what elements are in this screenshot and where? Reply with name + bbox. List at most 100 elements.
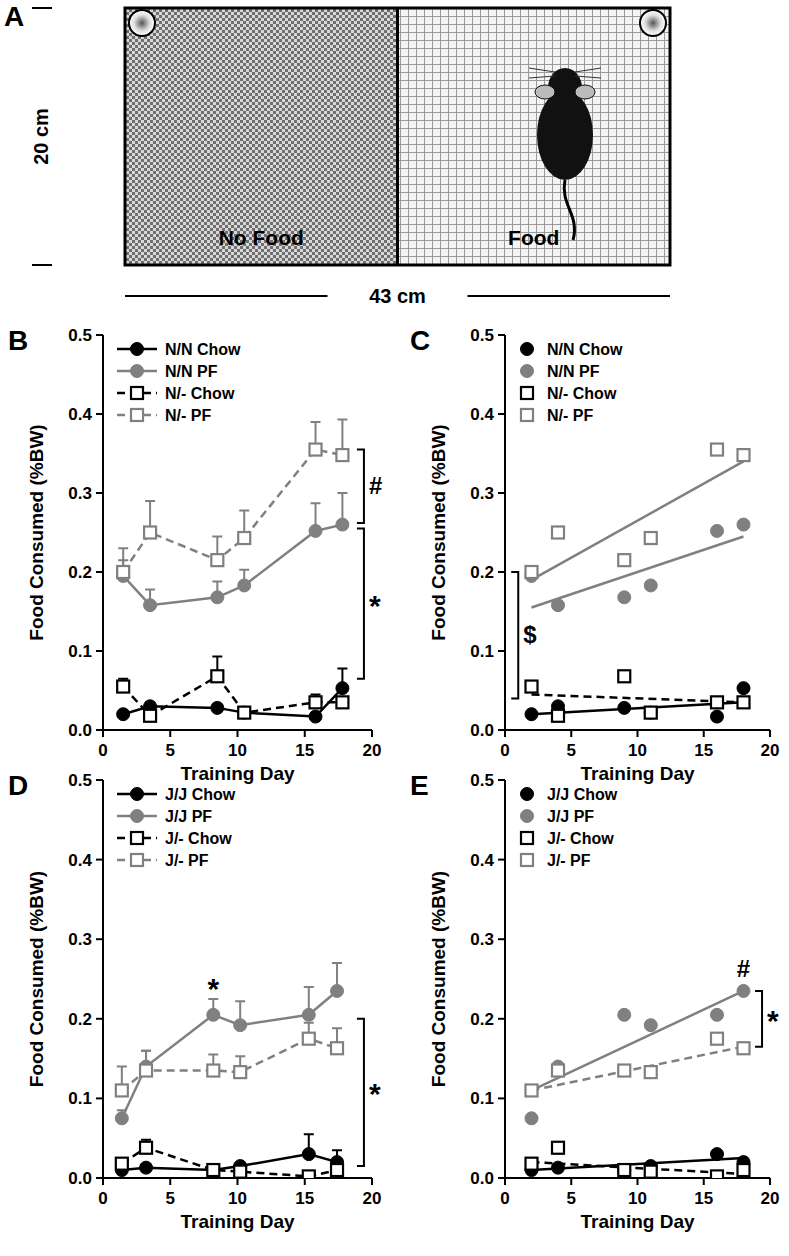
data-point (738, 1042, 750, 1054)
legend-label: N/- PF (165, 407, 211, 424)
data-point (618, 701, 631, 714)
data-point (144, 710, 156, 722)
y-tick-label: 0.5 (470, 771, 494, 790)
legend-marker (521, 810, 534, 823)
annotation-bracket (755, 991, 762, 1047)
data-point (711, 696, 723, 708)
y-tick (498, 1177, 505, 1179)
series-line (123, 450, 342, 572)
legend-marker (521, 343, 534, 356)
y-tick-label: 0.1 (470, 642, 494, 661)
dimension-tick (32, 7, 52, 9)
data-point (336, 682, 349, 695)
legend-marker (521, 387, 533, 399)
y-tick (96, 1018, 103, 1020)
panel-label: A (4, 1, 24, 32)
y-axis-title: Food Consumed (%BW) (26, 424, 47, 640)
data-point (618, 1164, 631, 1177)
x-tick (504, 730, 506, 737)
x-tick (769, 730, 771, 737)
trend-line (532, 991, 744, 1090)
y-tick-label: 0.3 (470, 930, 494, 949)
legend-marker (131, 788, 144, 801)
data-point (207, 1164, 219, 1176)
chart-panel: E0.00.10.20.30.40.505101520Training DayF… (410, 770, 779, 1232)
legend-marker (521, 788, 534, 801)
data-point (552, 527, 564, 539)
data-point (738, 449, 750, 461)
data-point (737, 682, 750, 695)
mouse-whiskers (529, 68, 601, 78)
annotation: * (207, 972, 219, 1005)
panel-label: D (8, 770, 28, 801)
legend-label: N/N Chow (547, 341, 623, 358)
x-tick (769, 1178, 771, 1185)
legend-label: N/N PF (547, 363, 600, 380)
x-tick (703, 730, 705, 737)
legend-label: J/- PF (165, 852, 209, 869)
data-point (117, 708, 130, 721)
data-point (309, 524, 322, 537)
x-tick-label: 20 (761, 741, 780, 760)
data-point (116, 1084, 128, 1096)
data-point (234, 1166, 246, 1178)
legend-label: N/N PF (165, 363, 218, 380)
legend-label: J/J PF (165, 808, 212, 825)
x-tick (169, 1178, 171, 1185)
data-point (331, 984, 344, 997)
x-tick (570, 1178, 572, 1185)
legend-marker (131, 810, 144, 823)
legend-label: N/N Chow (165, 341, 241, 358)
divider (396, 8, 399, 265)
zone-label: No Food (219, 226, 304, 249)
data-point (238, 707, 250, 719)
water-bottle (129, 10, 155, 36)
data-point (116, 1158, 128, 1170)
data-point (711, 710, 724, 723)
x-tick-label: 15 (694, 1189, 713, 1208)
y-tick-label: 0.2 (68, 563, 92, 582)
y-tick (498, 779, 505, 781)
x-axis-title: Training Day (580, 1211, 694, 1232)
data-point (310, 696, 322, 708)
data-point (303, 1033, 315, 1045)
y-tick (498, 492, 505, 494)
data-point (618, 1008, 631, 1021)
x-tick (637, 730, 639, 737)
y-tick-label: 0.1 (470, 1089, 494, 1108)
y-tick (498, 859, 505, 861)
data-point (737, 984, 750, 997)
data-point (309, 710, 322, 723)
x-tick (304, 730, 306, 737)
panel-label: B (8, 325, 28, 356)
data-point (618, 1164, 630, 1176)
x-tick (169, 730, 171, 737)
y-tick (96, 1097, 103, 1099)
data-point (336, 449, 348, 461)
x-tick (637, 1178, 639, 1185)
data-point (644, 706, 657, 719)
mouse-icon (529, 68, 601, 240)
legend-marker (131, 854, 143, 866)
zone-label: Food (508, 226, 559, 249)
legend-label: J/J Chow (547, 786, 618, 803)
x-tick (237, 730, 239, 737)
data-point (618, 554, 630, 566)
mouse-ear (535, 85, 555, 99)
x-axis-title: Training Day (180, 1211, 294, 1232)
x-tick (703, 1178, 705, 1185)
y-tick-label: 0.0 (68, 1169, 92, 1188)
x-axis-title: Training Day (580, 763, 694, 784)
data-point (144, 527, 156, 539)
x-tick (504, 1178, 506, 1185)
y-tick (498, 938, 505, 940)
y-tick (96, 334, 103, 336)
x-tick-label: 0 (500, 1189, 509, 1208)
dimension-line (468, 295, 671, 297)
data-point (552, 1065, 564, 1077)
y-tick-label: 0.0 (470, 721, 494, 740)
x-tick (570, 730, 572, 737)
chart-panel: D0.00.10.20.30.40.505101520Training DayF… (8, 770, 381, 1232)
figure: ANo FoodFood20 cm43 cmB0.00.10.20.30.40.… (0, 0, 789, 1256)
data-point (140, 1065, 152, 1077)
